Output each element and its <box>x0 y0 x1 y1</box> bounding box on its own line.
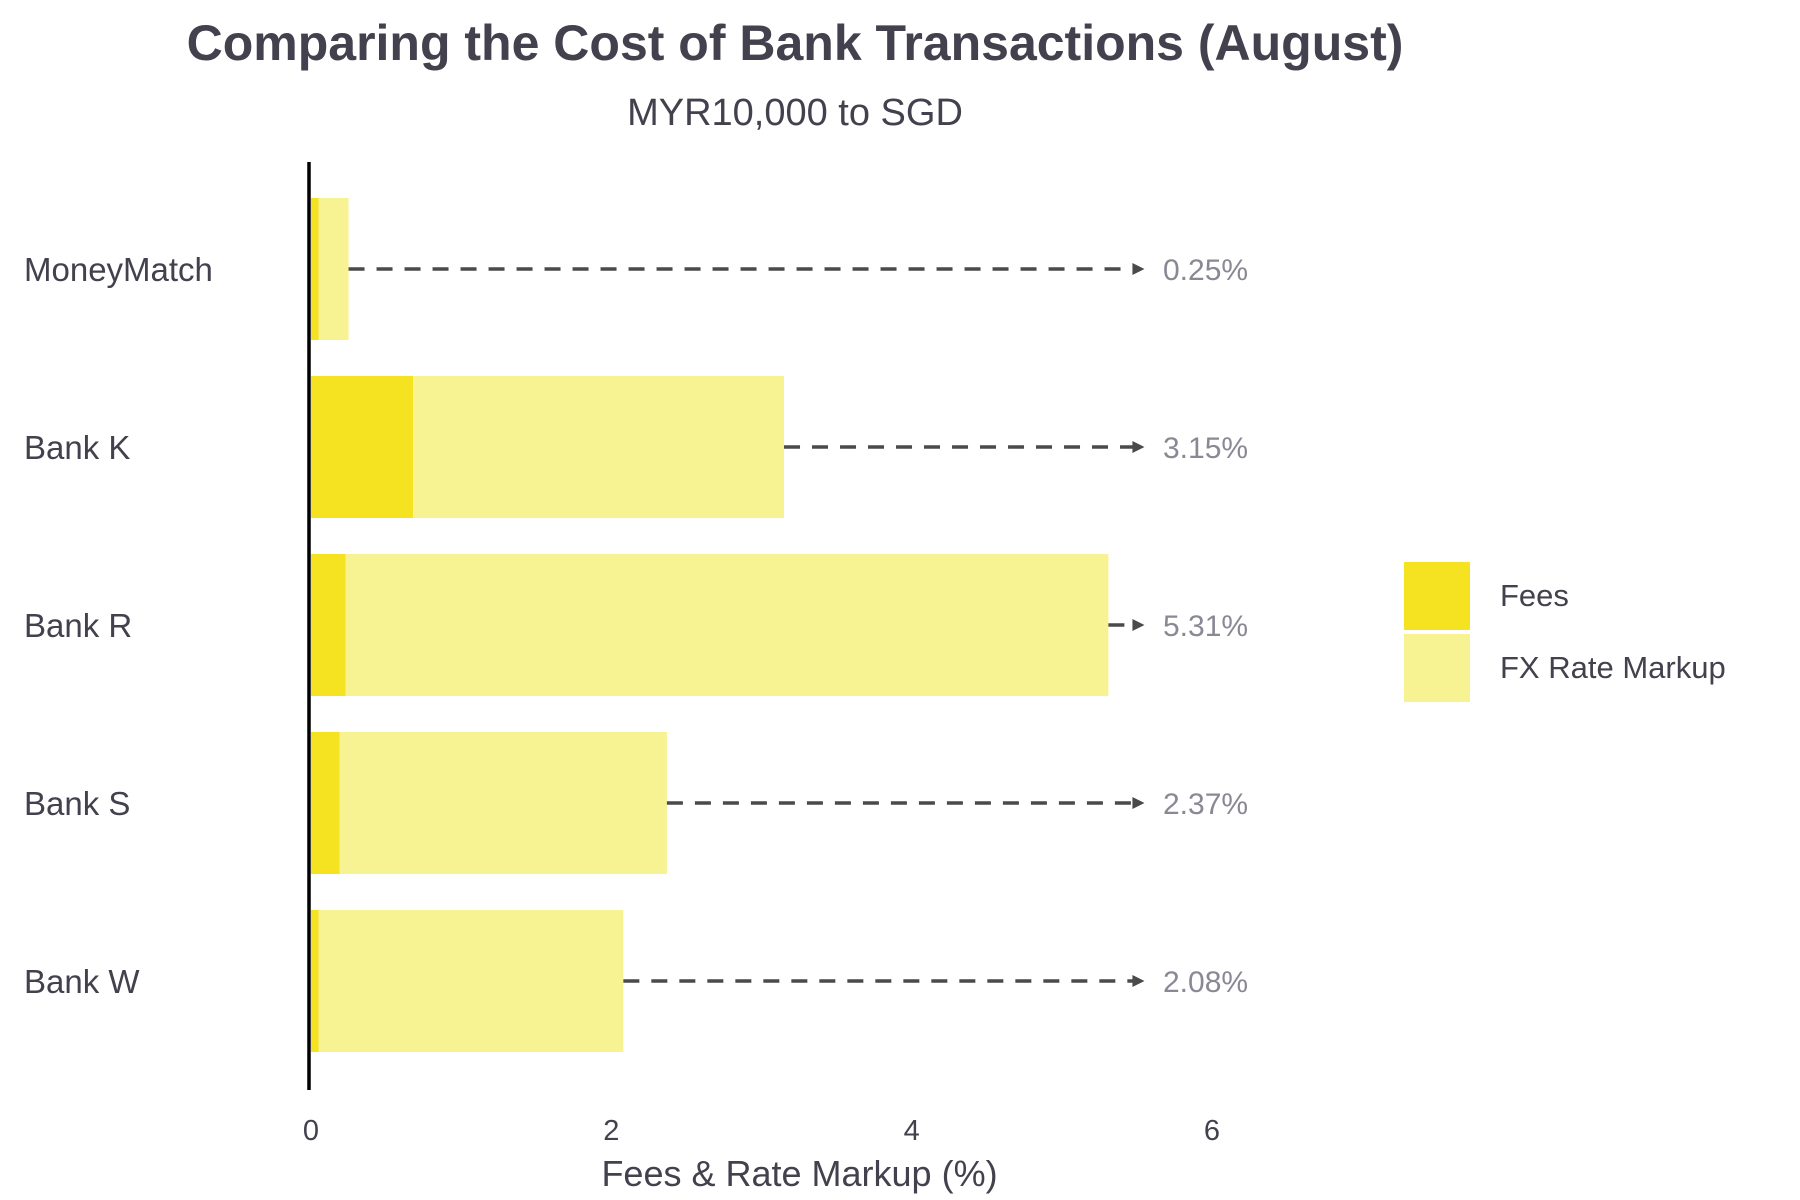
chart-title: Comparing the Cost of Bank Transactions … <box>186 15 1404 71</box>
bar-fx-markup-4 <box>318 910 624 1052</box>
bar-fx-markup-0 <box>318 198 349 340</box>
bar-fees-3 <box>311 732 340 874</box>
legend-item-fees: Fees <box>1404 562 1726 630</box>
total-label-0: 0.25% <box>1163 254 1248 287</box>
total-label-3: 2.37% <box>1163 788 1248 821</box>
total-arrow-head-1 <box>1132 441 1145 453</box>
labels-layer: 0.25% MoneyMatch 3.15% Bank K 5.31% Bank R 2.3… <box>24 251 1248 1000</box>
total-arrow-head-4 <box>1132 975 1145 987</box>
total-arrow-head-3 <box>1132 797 1145 809</box>
x-tick-label-3: 6 <box>1204 1115 1220 1147</box>
x-tick-label-0: 0 <box>303 1115 319 1147</box>
bar-fees-4 <box>311 910 319 1052</box>
bar-fx-markup-1 <box>413 376 785 518</box>
total-label-2: 5.31% <box>1163 610 1248 643</box>
legend-label-fx-markup: FX Rate Markup <box>1500 650 1726 685</box>
bar-fx-markup-2 <box>345 554 1109 696</box>
x-axis-title: Fees & Rate Markup (%) <box>601 1153 997 1194</box>
chart-subtitle: MYR10,000 to SGD <box>627 92 963 134</box>
bar-fees-2 <box>311 554 346 696</box>
category-label-2: Bank R <box>24 607 132 644</box>
x-tick-label-2: 4 <box>904 1115 920 1147</box>
bar-fees-1 <box>311 376 414 518</box>
total-arrow-head-0 <box>1132 263 1145 275</box>
x-tick-label-1: 2 <box>603 1115 619 1147</box>
category-label-0: MoneyMatch <box>24 251 213 288</box>
category-label-4: Bank W <box>24 963 140 1000</box>
arrows-layer <box>348 263 1145 987</box>
legend-label-fees: Fees <box>1500 578 1569 613</box>
total-label-4: 2.08% <box>1163 966 1248 999</box>
bars-layer <box>311 198 1109 1052</box>
category-label-1: Bank K <box>24 429 130 466</box>
bar-fx-markup-3 <box>339 732 667 874</box>
legend-swatch-fx-markup <box>1404 634 1470 702</box>
legend-swatch-fees <box>1404 562 1470 630</box>
total-arrow-head-2 <box>1132 619 1145 631</box>
legend: Fees FX Rate Markup <box>1404 562 1726 706</box>
total-label-1: 3.15% <box>1163 432 1248 465</box>
category-label-3: Bank S <box>24 785 130 822</box>
bar-fees-0 <box>311 198 319 340</box>
legend-item-fx-markup: FX Rate Markup <box>1404 634 1726 702</box>
x-ticks: 0 2 4 6 <box>303 1115 1220 1147</box>
